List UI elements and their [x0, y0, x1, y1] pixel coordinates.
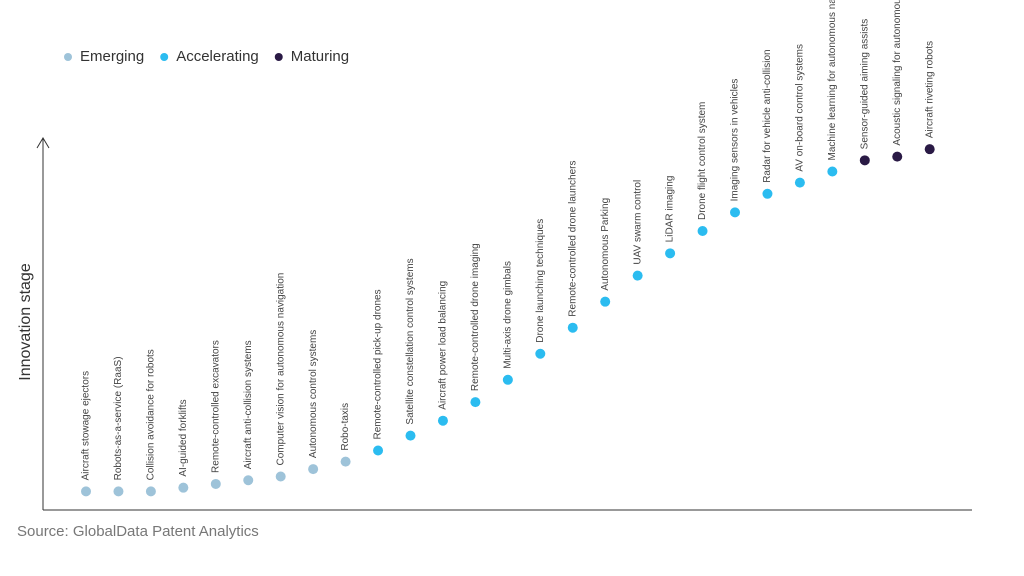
point — [178, 482, 189, 493]
point — [892, 151, 903, 162]
category-label: Drone launching techniques — [535, 219, 546, 343]
point — [81, 486, 91, 497]
point — [762, 188, 773, 199]
category-label: Collision avoidance for robots — [146, 349, 157, 480]
point — [145, 486, 156, 497]
category-label: Computer vision for autonomous navigatio… — [275, 273, 286, 466]
legend-marker — [274, 53, 283, 61]
category-label: Remote-controlled drone launchers — [567, 161, 578, 317]
category-label: Drone flight control system — [697, 102, 708, 220]
point — [827, 166, 838, 177]
point — [730, 207, 740, 218]
category-label: Robots-as-a-service (RaaS) — [113, 356, 124, 480]
point — [308, 464, 319, 475]
point — [405, 430, 416, 441]
legend-marker — [64, 53, 72, 61]
point — [794, 177, 805, 188]
y-axis-arrow — [36, 137, 50, 149]
category-label: Machine learning for autonomous navigati… — [827, 0, 838, 160]
point — [275, 471, 286, 482]
point — [697, 226, 708, 236]
point — [210, 478, 221, 489]
category-label: Autonomous control systems — [308, 330, 319, 458]
point — [632, 270, 643, 281]
point — [665, 248, 676, 259]
point — [373, 445, 384, 456]
category-label: Remote-controlled drone imaging — [470, 243, 481, 391]
category-label: Aircraft anti-collision systems — [243, 340, 254, 469]
point — [502, 374, 513, 385]
point — [437, 415, 448, 426]
point — [859, 155, 870, 166]
category-label: Satellite constellation control systems — [405, 258, 416, 424]
category-label: Autonomous Parking — [600, 198, 611, 291]
point — [113, 486, 124, 497]
category-label: Multi-axis drone gimbals — [502, 261, 513, 369]
legend-label: Maturing — [291, 48, 349, 65]
category-label: Aircraft riveting robots — [924, 41, 935, 138]
category-label: Imaging sensors in vehicles — [730, 79, 741, 202]
category-label: Remote-controlled excavators — [210, 340, 221, 473]
category-label: AI-guided forklifts — [178, 399, 189, 476]
point — [600, 296, 611, 307]
legend-label: Emerging — [80, 48, 144, 65]
point — [924, 144, 935, 155]
point — [470, 397, 481, 408]
category-label: Radar for vehicle anti-collision — [762, 49, 773, 182]
category-label: Remote-controlled pick-up drones — [373, 289, 384, 439]
legend-label: Accelerating — [176, 48, 259, 65]
category-label: LiDAR imaging — [665, 176, 676, 243]
category-label: UAV swarm control — [632, 180, 643, 265]
point — [243, 475, 254, 486]
point — [567, 322, 578, 333]
point — [535, 348, 546, 359]
category-label: AV on-board control systems — [795, 44, 806, 172]
category-label: Aircraft power load balancing — [438, 281, 449, 410]
point — [340, 456, 351, 467]
legend-marker — [160, 53, 169, 61]
y-axis-label: Innovation stage — [17, 263, 34, 381]
category-label: Robo-taxis — [340, 403, 351, 451]
category-label: Acoustic signaling for autonomous vehicl… — [892, 0, 903, 146]
source: Source: GlobalData Patent Analytics — [17, 523, 259, 540]
category-label: Aircraft stowage ejectors — [81, 371, 92, 481]
category-label: Sensor-guided aiming assists — [859, 19, 870, 150]
